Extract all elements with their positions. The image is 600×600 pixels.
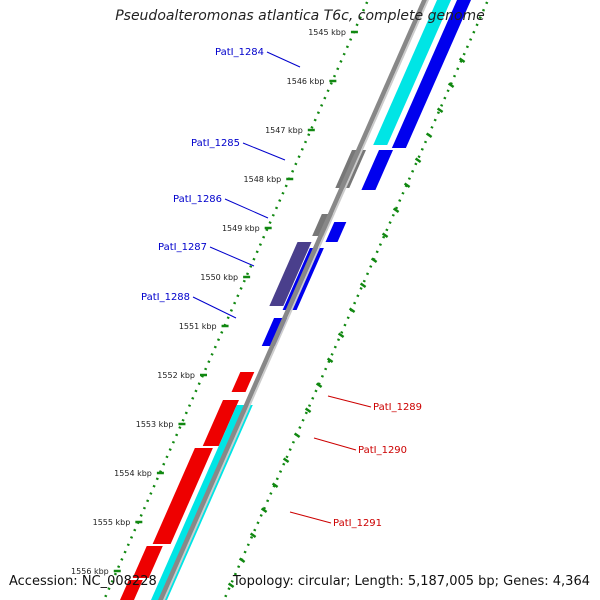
gene-label: PatI_1285 <box>191 138 240 149</box>
gc-tick <box>425 132 433 139</box>
cds-reverse <box>120 580 143 600</box>
accession-label: Accession: NC_008228 <box>9 574 157 589</box>
gene-label: PatI_1290 <box>358 445 407 456</box>
gene-label: PatI_1286 <box>173 194 222 205</box>
backbone-line <box>157 0 427 600</box>
gc-tick <box>348 307 356 314</box>
gc-dotted-line-inner <box>102 0 370 600</box>
gc-tick <box>249 532 257 539</box>
gc-tick <box>370 257 378 264</box>
gene-leader-line <box>266 51 301 68</box>
gene-leader-line <box>192 296 237 319</box>
gene-label: PatI_1287 <box>158 242 207 253</box>
backbone-shadow <box>162 0 429 600</box>
gc-tick <box>293 432 301 439</box>
gc-tick <box>447 82 455 89</box>
scale-label: 1554 kbp <box>114 469 152 478</box>
gene-leader-line <box>289 511 332 524</box>
cds-reverse <box>231 372 255 392</box>
cds-reverse <box>132 546 163 578</box>
genome-summary: Topology: circular; Length: 5,187,005 bp… <box>232 574 590 589</box>
scale-label: 1547 kbp <box>265 126 303 135</box>
gene-leader-line <box>242 142 286 161</box>
gc-tick <box>271 482 279 489</box>
cds-forward <box>391 0 471 148</box>
gene-leader-line <box>327 395 372 408</box>
gc-tick <box>315 382 323 389</box>
scale-label: 1550 kbp <box>200 273 238 282</box>
scale-label: 1551 kbp <box>179 322 217 331</box>
other-feature <box>269 242 312 306</box>
scale-label: 1545 kbp <box>308 28 346 37</box>
scale-label: 1549 kbp <box>222 224 260 233</box>
gene-label: PatI_1284 <box>215 47 264 58</box>
gc-tick <box>359 282 367 289</box>
scale-label: 1552 kbp <box>157 371 195 380</box>
gc-tick <box>326 357 334 364</box>
gc-tick <box>381 232 389 239</box>
gene-label: PatI_1288 <box>141 292 190 303</box>
scale-label: 1553 kbp <box>136 420 174 429</box>
gc-tick <box>260 507 268 514</box>
gc-skew-track <box>102 0 490 600</box>
gc-tick <box>337 332 345 339</box>
map-title: Pseudoalteromonas atlantica T6c, complet… <box>115 8 485 24</box>
gene-labels: PatI_1284 PatI_1285 PatI_1286 PatI_1287 PatI… <box>141 47 422 529</box>
gc-tick <box>238 557 246 564</box>
gene-label: PatI_1291 <box>333 518 382 529</box>
scale-label: 1548 kbp <box>244 175 282 184</box>
cds-reverse <box>152 448 213 544</box>
gene-leader-line <box>224 198 269 219</box>
gc-tick <box>403 182 411 189</box>
gc-tick <box>282 457 290 464</box>
backbone <box>157 0 429 600</box>
scale-ruler: 1545 kbp 1546 kbp 1547 kbp 1548 kbp 1549 kbp… <box>71 28 358 576</box>
scale-label: 1556 kbp <box>71 567 109 576</box>
cds-forward <box>325 222 347 242</box>
gene-leader-line <box>209 246 255 267</box>
cds-forward <box>361 150 393 190</box>
rna-feature <box>373 0 451 145</box>
gc-tick <box>436 107 444 114</box>
gc-tick <box>458 57 466 64</box>
gene-label: PatI_1289 <box>373 402 422 413</box>
gene-leader-line <box>313 437 357 451</box>
gc-tick <box>392 207 400 214</box>
gc-tick <box>227 582 235 589</box>
cds-reverse <box>202 400 239 446</box>
scale-label: 1555 kbp <box>93 518 131 527</box>
scale-label: 1546 kbp <box>287 77 325 86</box>
gc-tick <box>304 407 312 414</box>
gc-dotted-line-outer <box>222 0 490 600</box>
gc-tick <box>414 157 422 164</box>
